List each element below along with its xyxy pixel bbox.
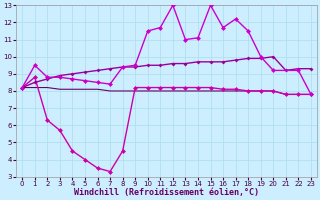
X-axis label: Windchill (Refroidissement éolien,°C): Windchill (Refroidissement éolien,°C)	[74, 188, 259, 197]
